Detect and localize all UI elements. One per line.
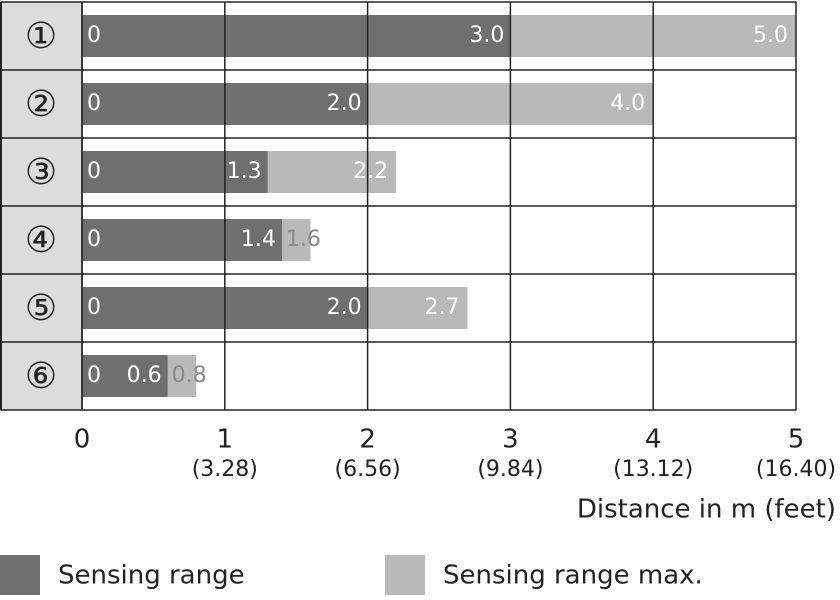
- legend-swatch: [0, 555, 40, 595]
- legend-label: Sensing range: [58, 561, 245, 591]
- bar-start-label: 0: [87, 159, 101, 184]
- x-tick-sublabel: (6.56): [335, 457, 401, 482]
- legend-swatch: [385, 555, 425, 595]
- x-tick-label: 1: [217, 425, 234, 455]
- x-tick-label: 3: [502, 425, 519, 455]
- value-label: 4.0: [610, 91, 645, 116]
- x-axis-label: Distance in m (feet): [577, 495, 836, 525]
- value-label: 1.4: [241, 227, 276, 252]
- x-tick-sublabel: (16.40): [756, 457, 836, 482]
- bar-start-label: 0: [87, 23, 101, 48]
- x-tick-label: 0: [74, 425, 91, 455]
- category-label: ③: [25, 152, 57, 193]
- value-label: 0.6: [127, 363, 162, 388]
- category-label: ②: [25, 84, 57, 125]
- value-label: 2.7: [425, 295, 460, 320]
- x-tick-sublabel: (3.28): [192, 457, 258, 482]
- x-tick-label: 5: [788, 425, 805, 455]
- value-label: 3.0: [469, 23, 504, 48]
- category-label: ①: [25, 16, 57, 57]
- x-tick-sublabel: (13.12): [613, 457, 693, 482]
- bar-start-label: 0: [87, 363, 101, 388]
- category-label: ⑤: [25, 288, 57, 329]
- bar-start-label: 0: [87, 295, 101, 320]
- category-label: ⑥: [25, 356, 57, 397]
- bar: [82, 355, 168, 397]
- x-tick-sublabel: (9.84): [477, 457, 543, 482]
- value-label: 5.0: [753, 23, 788, 48]
- x-tick-label: 4: [645, 425, 662, 455]
- value-label: 1.6: [286, 227, 321, 252]
- bar-start-label: 0: [87, 227, 101, 252]
- bar: [82, 15, 511, 57]
- bar: [82, 219, 282, 261]
- value-label: 0.8: [172, 363, 207, 388]
- value-label: 1.3: [227, 159, 262, 184]
- x-tick-label: 2: [359, 425, 376, 455]
- legend-label: Sensing range max.: [443, 561, 703, 591]
- value-label: 2.0: [327, 91, 362, 116]
- bar: [82, 151, 268, 193]
- bar-start-label: 0: [87, 91, 101, 116]
- value-label: 2.2: [353, 159, 388, 184]
- category-label: ④: [25, 220, 57, 261]
- value-label: 2.0: [327, 295, 362, 320]
